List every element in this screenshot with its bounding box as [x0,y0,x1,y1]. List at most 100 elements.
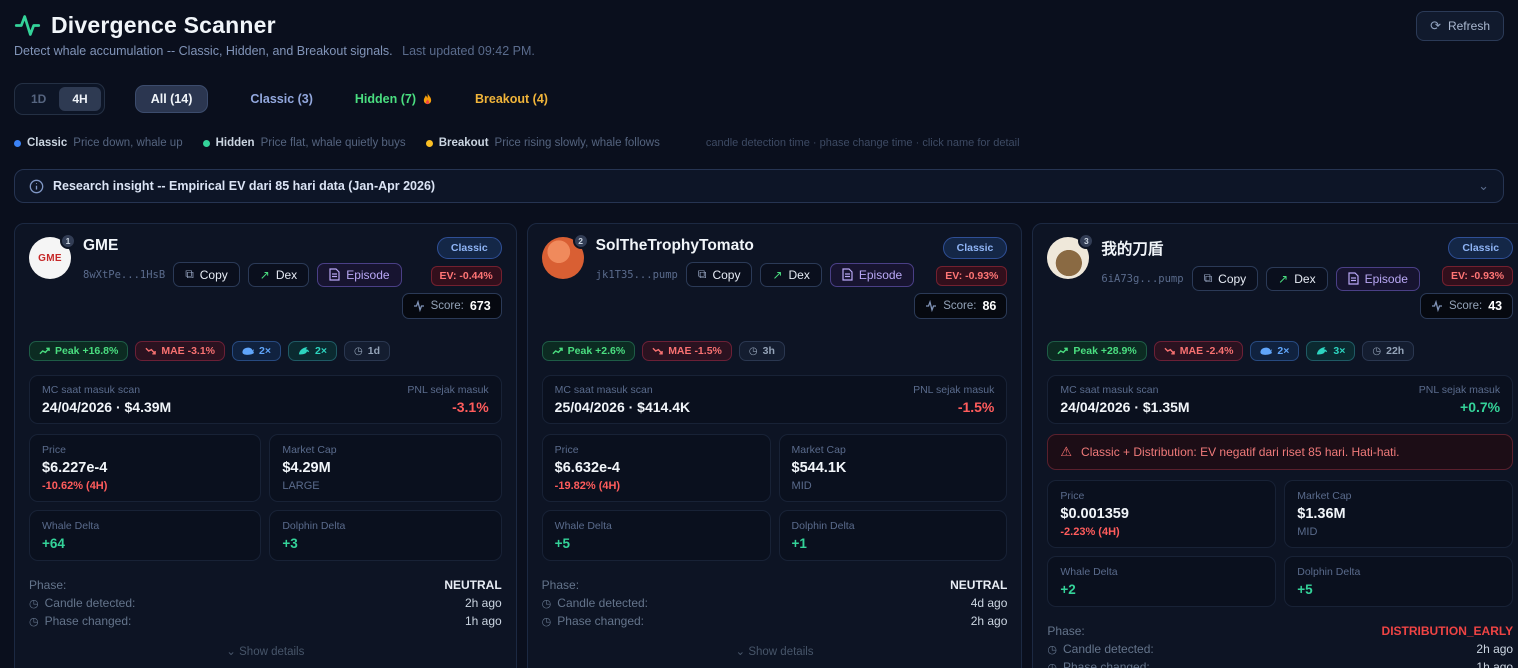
tab-hidden[interactable]: Hidden (7) [355,92,433,106]
legend-hint: candle detection time · phase change tim… [705,137,1020,149]
peak-chip: Peak +28.9% [1047,341,1147,361]
mc-entry-box: MC saat masuk scan 25/04/2026 · $414.4K … [541,375,1008,424]
clock-icon: ◷ [541,615,552,628]
mcap-tier: MID [1297,526,1318,538]
candle-detected-time: 4d ago [970,596,1008,610]
legend: Classic Price down, whale up Hidden Pric… [14,137,1504,149]
whale-delta-value: +5 [554,536,571,551]
phase-value: NEUTRAL [950,578,1008,592]
refresh-button[interactable]: ⟳ Refresh [1416,11,1504,41]
phase-changed-time: 2h ago [970,614,1008,628]
activity-logo-icon [14,12,41,39]
rank-badge: 3 [1078,233,1095,249]
candle-detected-label: Candle detected: [557,596,649,610]
clock-icon: ◷ [354,345,363,357]
tab-classic[interactable]: Classic (3) [250,92,313,106]
copy-icon: ⧉ [185,267,194,281]
timeframe-toggle: 1D 4H [14,83,105,115]
trending-up-icon: ↗ [259,267,270,282]
price-value: $6.632e-4 [554,460,620,476]
trending-up-icon: ↗ [1278,271,1289,286]
file-icon [1347,272,1359,285]
show-details-link[interactable]: ⌄ Show details [735,646,814,658]
whale-delta-value: +2 [1060,582,1076,597]
copy-button[interactable]: ⧉ Copy [685,262,753,287]
pnl-value: -1.5% [957,399,995,415]
whale-delta-cell: Whale Delta +5 [541,510,771,561]
token-address: jk1T35...pump [595,268,678,281]
mcap-value: $544.1K [791,460,847,476]
chevron-down-icon[interactable]: ⌄ [1478,178,1489,193]
banner-text: Research insight -- Empirical EV dari 85… [53,179,436,193]
token-name[interactable]: 我的刀盾 [1101,241,1164,258]
peak-chip: Peak +2.6% [541,341,636,361]
stats-grid: Price $0.001359 -2.23% (4H) Market Cap $… [1047,480,1514,607]
mc-value: 24/04/2026 · $1.35M [1060,399,1190,415]
metric-chips: Peak +2.6% MAE -1.5% ◷ 3h [541,341,1008,361]
episode-button[interactable]: Episode [317,262,402,287]
episode-button[interactable]: Episode [1335,266,1420,291]
dolphin-chip: 2× [288,341,337,361]
breakout-dot-icon [425,139,433,147]
phase-changed-time: 1h ago [464,614,502,628]
dolphin-icon [298,346,310,356]
tab-breakout[interactable]: Breakout (4) [475,92,548,106]
signal-badge: Classic [1448,237,1514,259]
price-change: -10.62% (4H) [42,480,108,492]
metric-chips: Peak +28.9% MAE -2.4% 2× 3× ◷ 22h [1047,341,1513,361]
hidden-dot-icon [202,139,210,147]
chart-down-icon [1164,346,1175,356]
token-name[interactable]: SolTheTrophyTomato [595,237,754,254]
refresh-icon: ⟳ [1430,18,1441,33]
dex-button[interactable]: ↗ Dex [247,262,310,287]
copy-icon: ⧉ [1203,271,1213,285]
mae-chip: MAE -3.1% [135,341,226,361]
pnl-label: PNL sejak masuk [1418,384,1501,396]
mc-label: MC saat masuk scan [42,384,141,396]
pnl-label: PNL sejak masuk [913,384,995,396]
whale-chip: 2× [1250,341,1300,361]
page-title: Divergence Scanner [51,12,276,38]
clock-icon: ◷ [541,597,552,610]
phase-changed-label: Phase changed: [557,614,645,628]
trending-up-icon: ↗ [772,267,783,282]
dex-button[interactable]: ↗ Dex [760,262,822,287]
token-address: 6iA73g...pump [1101,272,1184,285]
ev-badge: EV: -0.93% [1441,266,1514,286]
phase-changed-label: Phase changed: [44,614,132,628]
phase-changed-time: 1h ago [1476,660,1514,668]
stats-grid: Price $6.632e-4 -19.82% (4H) Market Cap … [541,434,1008,561]
metric-chips: Peak +16.8% MAE -3.1% 2× 2× ◷ 1d [29,341,502,361]
dolphin-chip: 3× [1306,341,1356,361]
show-details-link[interactable]: ⌄ Show details [226,646,305,658]
chart-down-icon [652,346,663,356]
tab-all[interactable]: All (14) [134,85,209,113]
timeframe-1d[interactable]: 1D [31,92,47,106]
pulse-icon [925,300,937,312]
mc-entry-box: MC saat masuk scan 24/04/2026 · $1.35M P… [1047,375,1514,424]
copy-button[interactable]: ⧉ Copy [173,262,240,287]
dolphin-delta-cell: Dolphin Delta +3 [269,510,502,561]
clock-icon: ◷ [1047,643,1057,656]
whale-delta-cell: Whale Delta +64 [29,510,262,561]
price-cell: Price $6.227e-4 -10.62% (4H) [29,434,262,502]
mcap-tier: LARGE [282,480,320,492]
chart-up-icon [39,346,50,356]
price-change: -19.82% (4H) [554,480,621,492]
clock-icon: ◷ [1047,661,1057,668]
dolphin-icon [1316,346,1328,356]
episode-button[interactable]: Episode [829,262,915,287]
phase-label: Phase: [1047,624,1085,638]
token-address: 8wXtPe...1HsB [83,268,166,281]
copy-button[interactable]: ⧉ Copy [1191,266,1259,291]
dolphin-delta-value: +3 [282,536,298,551]
score-badge: Score: 43 [1419,293,1514,319]
candle-detected-time: 2h ago [464,596,502,610]
research-insight-banner[interactable]: Research insight -- Empirical EV dari 85… [14,169,1504,203]
timeframe-4h[interactable]: 4H [59,87,101,111]
whale-icon [1260,346,1273,356]
dex-button[interactable]: ↗ Dex [1266,266,1328,291]
dolphin-delta-cell: Dolphin Delta +1 [778,510,1008,561]
dolphin-delta-cell: Dolphin Delta +5 [1284,556,1514,607]
token-name[interactable]: GME [83,237,119,254]
